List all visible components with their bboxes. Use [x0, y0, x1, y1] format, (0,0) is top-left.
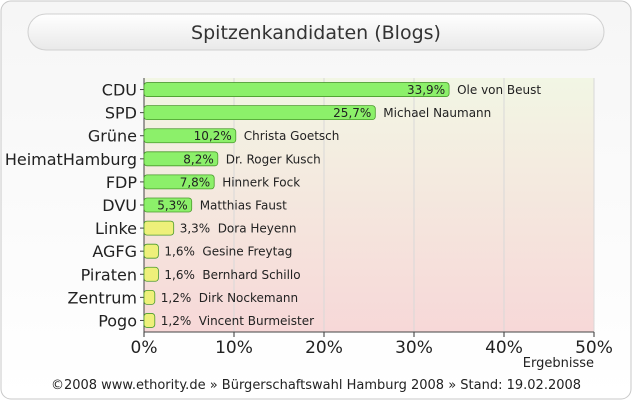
- value-label: 1,6%: [164, 245, 195, 259]
- value-label: 3,3%: [180, 222, 211, 236]
- bar: [143, 220, 175, 236]
- candidate-label: Ole von Beust: [457, 83, 541, 97]
- candidate-label: Vincent Burmeister: [199, 314, 314, 328]
- category-label: Zentrum: [67, 288, 137, 307]
- bar: [143, 174, 215, 190]
- value-label: 10,2%: [194, 129, 232, 143]
- x-tick-label: 20%: [305, 338, 343, 358]
- x-tick-label: 0%: [131, 338, 158, 358]
- bar: [143, 82, 450, 97]
- bar: [143, 197, 193, 213]
- category-label: FDP: [106, 173, 138, 192]
- footer-credits: ©2008 www.ethority.de » Bürgerschaftswah…: [51, 378, 581, 393]
- category-label: HeimatHamburg: [5, 150, 137, 169]
- bar: [143, 313, 156, 328]
- value-label: 7,8%: [180, 175, 211, 189]
- candidate-label: Gesine Freytag: [202, 245, 292, 259]
- candidate-label: Dora Heyenn: [218, 222, 297, 236]
- category-label: Piraten: [81, 265, 137, 284]
- plot-area: 0% 10% 20% 30% 40% 50% CDU 33,9% Ole von Beust SP…: [5, 78, 613, 358]
- candidate-label: Christa Goetsch: [244, 129, 340, 143]
- bar: [143, 243, 159, 259]
- candidate-label: Dirk Nockemann: [199, 291, 298, 305]
- value-label: 1,6%: [164, 268, 195, 282]
- chart-title: Spitzenkandidaten (Blogs): [191, 22, 441, 44]
- category-label: AGFG: [92, 242, 137, 261]
- bar: [143, 289, 156, 305]
- x-axis-label: Ergebnisse: [523, 356, 594, 371]
- x-tick-label: 50%: [575, 338, 613, 358]
- bar: [143, 128, 237, 144]
- value-label: 5,3%: [157, 199, 188, 213]
- value-label: 1,2%: [161, 291, 192, 305]
- category-label: Grüne: [88, 127, 137, 146]
- category-label: CDU: [102, 81, 137, 100]
- x-tick-label: 40%: [485, 338, 523, 358]
- candidate-label: Matthias Faust: [200, 199, 287, 213]
- category-label: DVU: [102, 196, 137, 215]
- candidate-label: Dr. Roger Kusch: [226, 152, 321, 166]
- value-label: 33,9%: [407, 83, 445, 97]
- category-label: SPD: [105, 104, 137, 123]
- bar: [143, 105, 376, 121]
- category-label: Linke: [95, 219, 137, 238]
- bar: [143, 266, 159, 282]
- candidate-label: Hinnerk Fock: [222, 175, 300, 189]
- candidate-label: Bernhard Schillo: [202, 268, 300, 282]
- category-label: Pogo: [98, 311, 137, 330]
- bar: [143, 151, 219, 167]
- x-tick-label: 10%: [215, 338, 253, 358]
- value-label: 25,7%: [333, 106, 371, 120]
- title-pill: [27, 13, 605, 51]
- value-label: 8,2%: [183, 152, 214, 166]
- x-tick-label: 30%: [395, 338, 433, 358]
- value-label: 1,2%: [161, 314, 192, 328]
- candidate-label: Michael Naumann: [383, 106, 491, 120]
- plot-background: [144, 78, 594, 332]
